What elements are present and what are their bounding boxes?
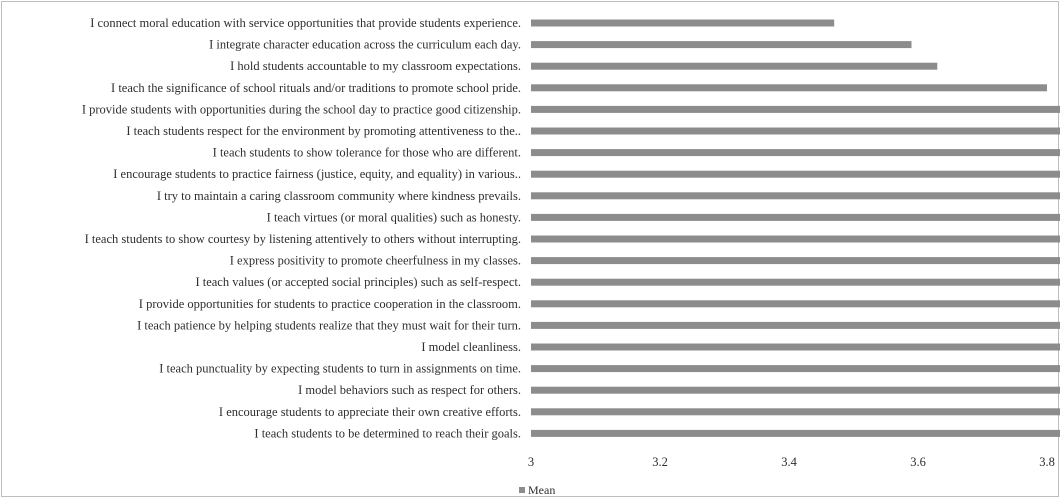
- legend-swatch: [519, 487, 525, 493]
- category-label-5: I provide students with opportunities du…: [82, 102, 521, 116]
- legend: Mean: [519, 483, 555, 497]
- bar-7: [531, 149, 1060, 157]
- category-label-14: I provide opportunities for students to …: [139, 297, 521, 311]
- bar-17: [531, 365, 1060, 373]
- bar-15: [531, 321, 1060, 329]
- bar-6: [531, 127, 1060, 135]
- bar-1: [531, 19, 835, 27]
- x-tick-label-5: 3.8: [1039, 455, 1055, 469]
- category-label-1: I connect moral education with service o…: [90, 16, 521, 30]
- category-label-3: I hold students accountable to my classr…: [230, 59, 521, 73]
- category-label-19: I encourage students to appreciate their…: [219, 405, 521, 419]
- bar-8: [531, 170, 1060, 178]
- bars-group: [531, 19, 1060, 437]
- bar-16: [531, 343, 1060, 351]
- bar-19: [531, 408, 1060, 416]
- category-label-15: I teach patience by helping students rea…: [137, 318, 521, 332]
- bar-18: [531, 386, 1060, 394]
- bar-13: [531, 278, 1060, 286]
- bar-10: [531, 213, 1060, 221]
- category-label-4: I teach the significance of school ritua…: [111, 81, 521, 95]
- bar-20: [531, 429, 1060, 437]
- category-label-16: I model cleanliness.: [421, 340, 521, 354]
- bar-11: [531, 235, 1060, 243]
- category-label-7: I teach students to show tolerance for t…: [213, 146, 521, 160]
- legend-label: Mean: [528, 483, 555, 497]
- bar-9: [531, 192, 1060, 200]
- category-labels-group: I connect moral education with service o…: [82, 16, 521, 440]
- x-tick-label-4: 3.6: [910, 455, 926, 469]
- x-tick-label-2: 3.2: [652, 455, 668, 469]
- category-label-18: I model behaviors such as respect for ot…: [298, 383, 521, 397]
- bar-5: [531, 105, 1060, 113]
- category-label-8: I encourage students to practice fairnes…: [113, 167, 521, 181]
- category-label-12: I express positivity to promote cheerful…: [230, 254, 521, 268]
- category-label-6: I teach students respect for the environ…: [126, 124, 521, 138]
- bar-14: [531, 300, 1060, 308]
- bar-12: [531, 257, 1060, 265]
- category-label-11: I teach students to show courtesy by lis…: [85, 232, 521, 246]
- category-label-13: I teach values (or accepted social princ…: [195, 275, 521, 289]
- x-tick-label-1: 3: [528, 455, 534, 469]
- category-label-2: I integrate character education across t…: [209, 38, 521, 52]
- bar-2: [531, 41, 912, 49]
- category-label-20: I teach students to be determined to rea…: [254, 426, 521, 440]
- x-tick-label-3: 3.4: [781, 455, 797, 469]
- category-label-9: I try to maintain a caring classroom com…: [157, 189, 521, 203]
- bar-4: [531, 84, 1047, 92]
- category-label-10: I teach virtues (or moral qualities) suc…: [267, 210, 521, 224]
- x-tick-labels-group: 33.23.43.63.844.24.44.6: [528, 455, 1055, 469]
- category-label-17: I teach punctuality by expecting student…: [159, 362, 521, 376]
- bar-3: [531, 62, 938, 70]
